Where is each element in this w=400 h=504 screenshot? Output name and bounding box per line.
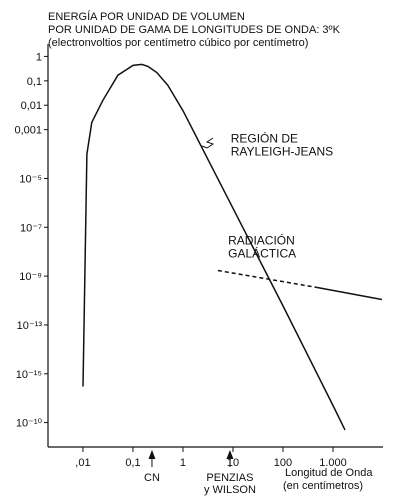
curve bbox=[82, 63, 346, 431]
y-tick-label: 10⁻¹³ bbox=[17, 320, 43, 332]
annotation: RAYLEIGH-JEANS bbox=[231, 144, 333, 158]
curve bbox=[317, 286, 383, 301]
annotation: GALÁCTICA bbox=[228, 245, 296, 260]
x-axis-label: (en centímetros) bbox=[283, 480, 363, 492]
x-tick-label: 0,1 bbox=[125, 457, 140, 469]
y-tick-label: 0,1 bbox=[27, 76, 42, 88]
annotation: CN bbox=[144, 472, 160, 484]
annotation: REGIÓN DE bbox=[231, 130, 298, 145]
chart-title: ENERGÍA POR UNIDAD DE VOLUMEN bbox=[48, 10, 245, 23]
x-tick-label: ,01 bbox=[75, 457, 90, 469]
y-tick-label: 0,01 bbox=[21, 100, 42, 112]
annotation: y WILSON bbox=[204, 484, 256, 496]
arrow-head bbox=[148, 450, 156, 459]
chart-subtitle: (electronvoltios por centímetro cúbico p… bbox=[48, 37, 308, 49]
chart-title: POR UNIDAD DE GAMA DE LONGITUDES DE ONDA… bbox=[48, 24, 341, 36]
annotation: RADIACIÓN bbox=[228, 232, 295, 247]
x-tick-label: 1 bbox=[180, 457, 186, 469]
leader bbox=[201, 137, 215, 149]
y-tick-label: 10⁻¹⁵ bbox=[16, 369, 42, 381]
y-tick-label: 10⁻⁷ bbox=[20, 222, 42, 234]
curve bbox=[217, 269, 319, 289]
annotation: PENZIAS bbox=[206, 472, 253, 484]
x-tick-label: 1.000 bbox=[319, 457, 347, 469]
y-tick-label: 10⁻⁵ bbox=[19, 173, 42, 185]
x-tick-label: 100 bbox=[274, 457, 292, 469]
y-tick-label: 10⁻⁹ bbox=[19, 271, 42, 283]
y-tick-label: 0,001 bbox=[14, 125, 42, 137]
x-axis-label: Longitud de Onda bbox=[285, 467, 373, 479]
y-tick-label: 10⁻¹⁰ bbox=[16, 418, 43, 430]
y-tick-label: 1 bbox=[36, 51, 42, 63]
arrow-head bbox=[226, 450, 234, 459]
